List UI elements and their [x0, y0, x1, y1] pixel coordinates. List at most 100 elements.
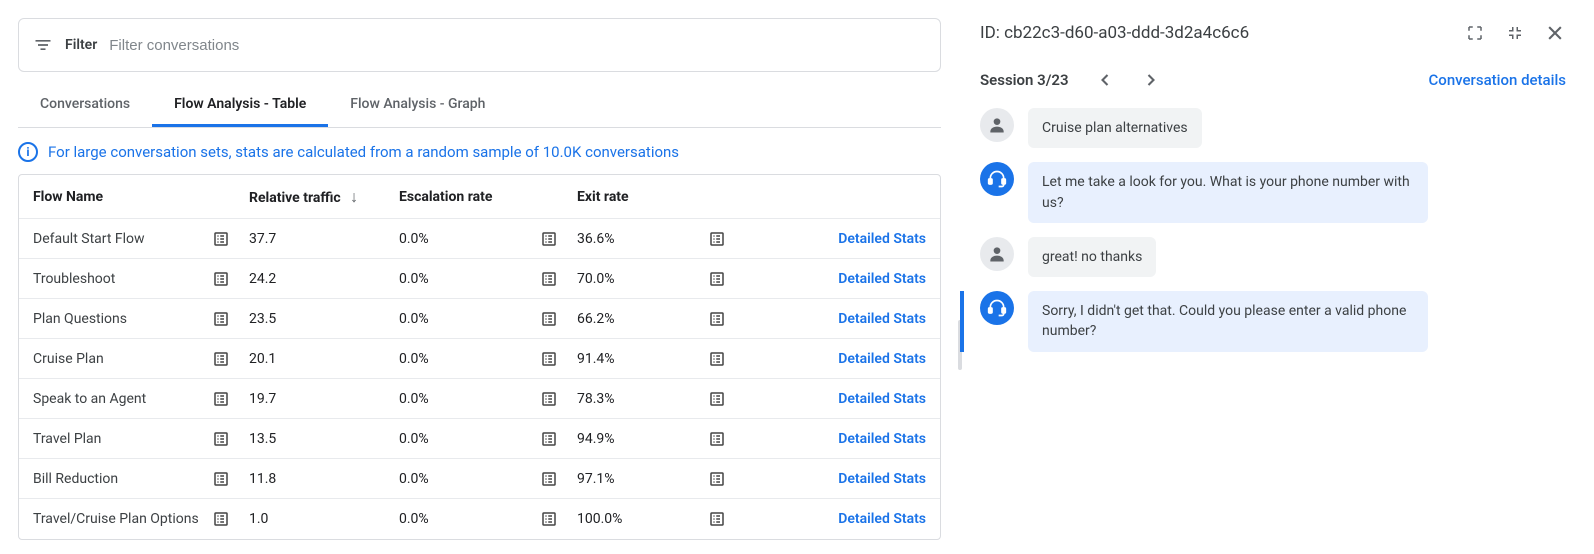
detailed-stats-link[interactable]: Detailed Stats	[745, 471, 926, 487]
detailed-stats-link[interactable]: Detailed Stats	[745, 351, 926, 367]
relative-traffic: 20.1	[249, 351, 399, 367]
flow-name: Travel/Cruise Plan Options	[33, 511, 211, 527]
table-row: Speak to an Agent 19.70.0% 78.3% Detailed S…	[19, 379, 940, 419]
tab-conversations[interactable]: Conversations	[18, 84, 152, 127]
list-icon[interactable]	[211, 309, 231, 329]
expand-icon[interactable]	[1464, 22, 1486, 44]
message-row: Sorry, I didn't get that. Could you plea…	[980, 291, 1566, 352]
info-text: For large conversation sets, stats are c…	[48, 143, 679, 161]
filter-bar: Filter	[18, 18, 941, 72]
col-exit-rate[interactable]: Exit rate	[577, 189, 707, 205]
list-icon[interactable]	[211, 349, 231, 369]
list-icon[interactable]	[539, 389, 559, 409]
list-icon[interactable]	[707, 309, 727, 329]
flow-name: Troubleshoot	[33, 271, 211, 287]
relative-traffic: 11.8	[249, 471, 399, 487]
list-icon[interactable]	[539, 269, 559, 289]
relative-traffic: 1.0	[249, 511, 399, 527]
agent-avatar-icon	[980, 162, 1014, 196]
escalation-rate: 0.0%	[399, 351, 539, 367]
exit-rate: 78.3%	[577, 391, 707, 407]
escalation-rate: 0.0%	[399, 271, 539, 287]
list-icon[interactable]	[707, 349, 727, 369]
exit-rate: 36.6%	[577, 231, 707, 247]
detailed-stats-link[interactable]: Detailed Stats	[745, 271, 926, 287]
agent-avatar-icon	[980, 291, 1014, 325]
list-icon[interactable]	[211, 229, 231, 249]
list-icon[interactable]	[211, 269, 231, 289]
table-header: Flow Name Relative traffic ↓ Escalation …	[19, 175, 940, 219]
list-icon[interactable]	[539, 509, 559, 529]
detailed-stats-link[interactable]: Detailed Stats	[745, 311, 926, 327]
col-escalation-rate[interactable]: Escalation rate	[399, 189, 539, 205]
relative-traffic: 13.5	[249, 431, 399, 447]
tab-flow-table[interactable]: Flow Analysis - Table	[152, 84, 328, 127]
detailed-stats-link[interactable]: Detailed Stats	[745, 391, 926, 407]
table-row: Troubleshoot24.20.0%70.0%Detailed Stats	[19, 259, 940, 299]
detailed-stats-link[interactable]: Detailed Stats	[745, 231, 926, 247]
info-icon: i	[18, 142, 38, 162]
escalation-rate: 0.0%	[399, 511, 539, 527]
message-bubble: Sorry, I didn't get that. Could you plea…	[1028, 291, 1428, 352]
list-icon[interactable]	[211, 389, 231, 409]
flow-name: Plan Questions	[33, 311, 211, 327]
collapse-icon[interactable]	[1504, 22, 1526, 44]
filter-label: Filter	[65, 37, 97, 53]
relative-traffic: 19.7	[249, 391, 399, 407]
filter-input[interactable]	[109, 37, 928, 54]
message-bubble: Let me take a look for you. What is your…	[1028, 162, 1428, 223]
conversation-details-link[interactable]: Conversation details	[1429, 71, 1566, 89]
list-icon[interactable]	[539, 469, 559, 489]
tabs: Conversations Flow Analysis - Table Flow…	[18, 84, 941, 128]
detailed-stats-link[interactable]: Detailed Stats	[745, 511, 926, 527]
table-row: Travel Plan 13.50.0% 94.9% Detailed Stats	[19, 419, 940, 459]
escalation-rate: 0.0%	[399, 431, 539, 447]
tab-flow-graph[interactable]: Flow Analysis - Graph	[328, 84, 507, 127]
exit-rate: 100.0%	[577, 511, 707, 527]
list-icon[interactable]	[539, 429, 559, 449]
list-icon[interactable]	[211, 469, 231, 489]
detailed-stats-link[interactable]: Detailed Stats	[745, 431, 926, 447]
list-icon[interactable]	[211, 509, 231, 529]
sort-desc-icon: ↓	[350, 187, 358, 206]
col-relative-traffic[interactable]: Relative traffic ↓	[249, 187, 399, 207]
exit-rate: 66.2%	[577, 311, 707, 327]
list-icon[interactable]	[211, 429, 231, 449]
list-icon[interactable]	[707, 269, 727, 289]
exit-rate: 91.4%	[577, 351, 707, 367]
list-icon[interactable]	[539, 229, 559, 249]
flow-name: Default Start Flow	[33, 231, 211, 247]
left-pane: Filter Conversations Flow Analysis - Tab…	[0, 0, 960, 554]
list-icon[interactable]	[707, 509, 727, 529]
escalation-rate: 0.0%	[399, 471, 539, 487]
list-icon[interactable]	[707, 469, 727, 489]
user-avatar-icon	[980, 108, 1014, 142]
list-icon[interactable]	[707, 429, 727, 449]
table-row: Cruise Plan 20.10.0% 91.4% Detailed Stats	[19, 339, 940, 379]
flow-name: Speak to an Agent	[33, 391, 211, 407]
message-bubble: great! no thanks	[1028, 237, 1156, 277]
prev-session-icon[interactable]	[1095, 70, 1115, 90]
relative-traffic: 37.7	[249, 231, 399, 247]
user-avatar-icon	[980, 237, 1014, 271]
exit-rate: 94.9%	[577, 431, 707, 447]
list-icon[interactable]	[707, 389, 727, 409]
highlight-bar	[960, 291, 964, 352]
table-row: Default Start Flow37.70.0%36.6%Detailed …	[19, 219, 940, 259]
message-row: great! no thanks	[980, 237, 1566, 277]
info-banner: i For large conversation sets, stats are…	[18, 142, 941, 162]
next-session-icon[interactable]	[1141, 70, 1161, 90]
close-icon[interactable]	[1544, 22, 1566, 44]
flow-name: Travel Plan	[33, 431, 211, 447]
col-relative-traffic-label: Relative traffic	[249, 190, 341, 206]
flow-name: Cruise Plan	[33, 351, 211, 367]
conversation-id: ID: cb22c3-d60-a03-ddd-3d2a4c6c6	[980, 23, 1249, 43]
list-icon[interactable]	[539, 309, 559, 329]
message-bubble: Cruise plan alternatives	[1028, 108, 1202, 148]
detail-controls	[1464, 22, 1566, 44]
session-row: Session 3/23 Conversation details	[980, 70, 1566, 90]
escalation-rate: 0.0%	[399, 391, 539, 407]
col-flow-name[interactable]: Flow Name	[33, 189, 211, 205]
list-icon[interactable]	[707, 229, 727, 249]
list-icon[interactable]	[539, 349, 559, 369]
